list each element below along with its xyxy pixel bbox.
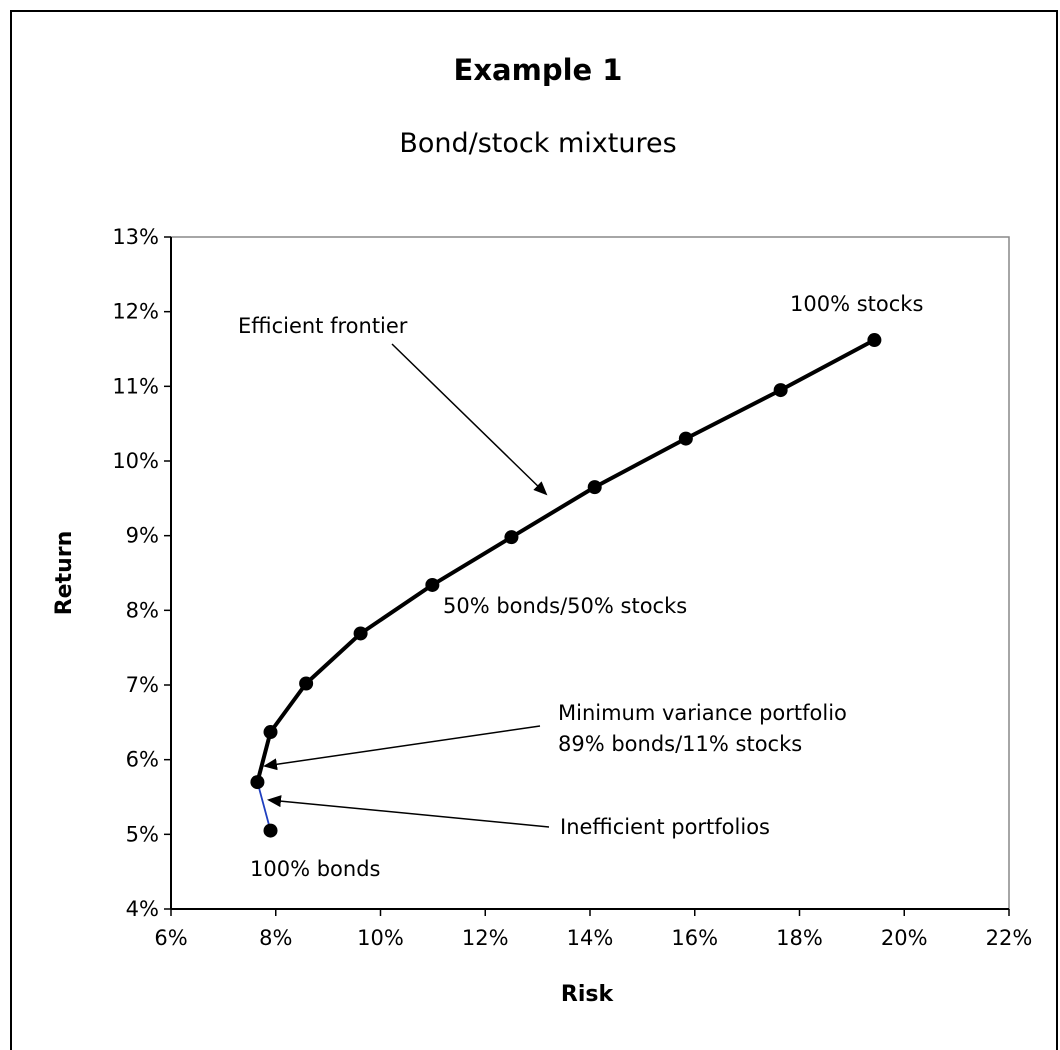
y-tick-label: 9% (126, 524, 159, 548)
y-tick-label: 13% (112, 225, 159, 249)
x-tick-label: 18% (776, 926, 823, 950)
y-tick-label: 5% (126, 822, 159, 846)
data-point (263, 823, 278, 838)
annotation-100-stocks: 100% stocks (790, 292, 923, 316)
x-tick-label: 10% (357, 926, 404, 950)
x-axis-title: Risk (561, 982, 615, 1007)
annotation-50-50: 50% bonds/50% stocks (443, 594, 687, 618)
x-tick-label: 20% (881, 926, 928, 950)
data-point (299, 676, 314, 691)
data-point (504, 530, 519, 545)
data-point (353, 626, 368, 641)
x-tick-label: 22% (986, 926, 1033, 950)
data-point (867, 333, 882, 348)
y-tick-label: 4% (126, 897, 159, 921)
annotation-min-variance-line2: 89% bonds/11% stocks (558, 732, 802, 756)
x-tick-label: 16% (671, 926, 718, 950)
arrow-min-variance (263, 725, 541, 771)
data-point (250, 775, 265, 790)
y-tick-label: 6% (126, 748, 159, 772)
y-tick-label: 7% (126, 673, 159, 697)
data-point (678, 431, 693, 446)
series-layer (250, 333, 882, 838)
chart-title: Example 1 (454, 53, 623, 87)
data-point (773, 383, 788, 398)
annotation-100-bonds: 100% bonds (250, 857, 380, 881)
x-tick-label: 8% (259, 926, 292, 950)
series-line-inefficient (256, 781, 272, 831)
y-tick-label: 11% (112, 374, 159, 398)
data-point (587, 480, 602, 495)
annotation-efficient-frontier: Efficient frontier (238, 314, 408, 338)
y-tick-label: 12% (112, 300, 159, 324)
data-point (425, 577, 440, 592)
chart-frame (10, 10, 1058, 1050)
x-axis: 6% 8% 10% 12% 14% 16% 18% 20% 22% (154, 908, 1033, 950)
y-axis-title: Return (52, 531, 77, 616)
y-axis: 4% 5% 6% 7% 8% 9% 10% 11% 12% 13% (112, 225, 172, 921)
arrow-efficient-frontier (391, 343, 548, 496)
data-point (263, 725, 278, 740)
annotation-inefficient: Inefficient portfolios (560, 815, 770, 839)
chart-subtitle: Bond/stock mixtures (399, 128, 676, 159)
x-tick-label: 12% (462, 926, 509, 950)
x-tick-label: 14% (567, 926, 614, 950)
y-tick-label: 8% (126, 598, 159, 622)
y-tick-label: 10% (112, 449, 159, 473)
arrow-inefficient (267, 795, 550, 828)
x-tick-label: 6% (154, 926, 187, 950)
series-line-efficient (255, 338, 877, 785)
annotation-min-variance-line1: Minimum variance portfolio (558, 701, 847, 725)
